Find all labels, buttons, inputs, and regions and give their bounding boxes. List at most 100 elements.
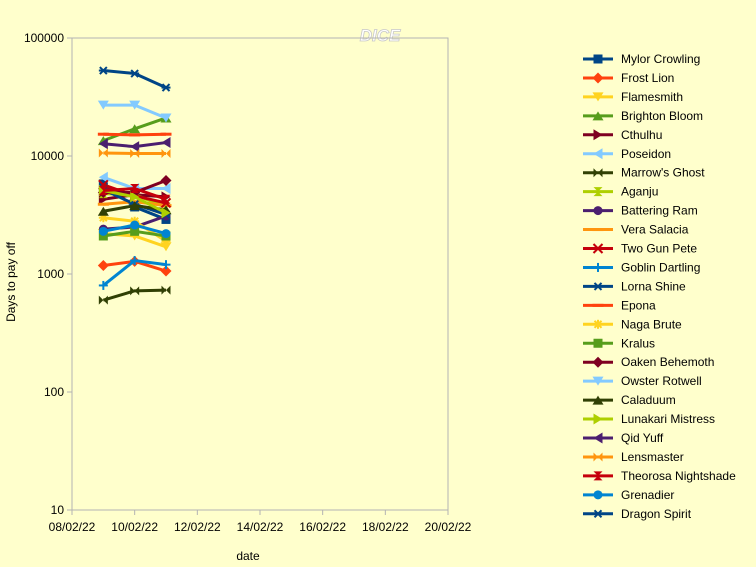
legend-label: Epona: [621, 298, 656, 312]
x-axis: 08/02/22 10/02/22 12/02/22 14/02/22 16/02/22…: [49, 510, 472, 534]
legend-marker: [593, 432, 603, 444]
legend-marker: [593, 471, 603, 481]
data-point: [161, 260, 171, 270]
legend-item: Lensmaster: [583, 450, 684, 464]
legend-label: Brighton Bloom: [621, 109, 703, 123]
y-tick-label: 100: [44, 385, 64, 399]
x-tick-label: 18/02/22: [362, 520, 409, 534]
data-point: [161, 229, 171, 239]
y-tick-label: 1000: [37, 267, 64, 281]
legend-item: Vera Salacia: [583, 223, 689, 237]
legend-marker: [593, 187, 603, 197]
data-point: [130, 191, 140, 203]
data-point: [98, 186, 108, 196]
legend-label: Grenadier: [621, 488, 674, 502]
x-axis-label: date: [236, 549, 260, 563]
y-tick-label: 10000: [31, 149, 65, 163]
legend-item: Mylor Crowling: [583, 52, 700, 66]
legend-marker: [592, 111, 604, 121]
legend-item: Flamesmith: [583, 90, 683, 104]
legend-item: Caladuum: [583, 393, 676, 407]
series-6: [98, 285, 171, 305]
legend-marker: [593, 54, 603, 64]
data-point: [160, 113, 172, 123]
data-point: [98, 66, 108, 75]
data-point: [98, 231, 108, 241]
legend-marker: [593, 129, 603, 141]
data-point: [130, 69, 140, 78]
legend-label: Two Gun Pete: [621, 242, 697, 256]
y-axis-label: Days to pay off: [4, 241, 18, 321]
legend-item: Brighton Bloom: [583, 109, 703, 123]
series-layer: [97, 66, 172, 305]
data-point: [98, 226, 108, 236]
data-point: [161, 285, 171, 295]
legend-item: Kralus: [583, 336, 655, 350]
y-tick-label: 100000: [24, 31, 64, 45]
x-tick-label: 12/02/22: [174, 520, 221, 534]
x-tick-label: 10/02/22: [111, 520, 158, 534]
data-point: [130, 148, 140, 158]
legend-marker: [592, 92, 604, 102]
data-point: [161, 148, 171, 158]
legend-item: Aganju: [583, 185, 658, 199]
data-point: [130, 220, 140, 230]
legend-label: Dragon Spirit: [621, 507, 692, 521]
legend-item: Naga Brute: [583, 317, 682, 331]
series-17: [97, 100, 172, 123]
legend-label: Lorna Shine: [621, 279, 686, 293]
legend: Mylor Crowling Frost Lion Flamesmith Bright…: [583, 52, 736, 521]
legend-marker: [593, 262, 603, 272]
legend-marker: [593, 319, 603, 329]
x-tick-label: 08/02/22: [49, 520, 96, 534]
legend-label: Naga Brute: [621, 317, 682, 331]
legend-item: Grenadier: [583, 488, 674, 502]
data-point: [97, 206, 109, 216]
legend-label: Theorosa Nightshade: [621, 469, 736, 483]
data-point: [129, 201, 141, 211]
legend-label: Poseidon: [621, 147, 671, 161]
legend-marker: [592, 395, 604, 405]
legend-marker: [593, 206, 603, 216]
legend-item: Two Gun Pete: [583, 242, 697, 256]
legend-label: Marrow's Ghost: [621, 166, 705, 180]
series-24: [98, 66, 171, 92]
data-point: [98, 280, 108, 290]
legend-item: Epona: [583, 298, 656, 312]
legend-label: Lensmaster: [621, 450, 684, 464]
legend-label: Mylor Crowling: [621, 52, 700, 66]
data-point: [98, 295, 108, 305]
data-point: [98, 171, 108, 183]
legend-marker: [593, 452, 603, 462]
legend-label: Battering Ram: [621, 204, 698, 218]
data-point: [161, 83, 171, 92]
legend-item: Theorosa Nightshade: [583, 469, 736, 483]
legend-item: Oaken Behemoth: [583, 355, 714, 369]
data-point: [130, 184, 140, 194]
x-tick-label: 20/02/22: [425, 520, 472, 534]
data-point: [98, 148, 108, 158]
series-3: [97, 113, 172, 146]
legend-marker: [593, 148, 603, 160]
legend-item: Battering Ram: [583, 204, 698, 218]
x-tick-label: 16/02/22: [299, 520, 346, 534]
legend-label: Kralus: [621, 336, 655, 350]
legend-label: Oaken Behemoth: [621, 355, 714, 369]
legend-label: Frost Lion: [621, 71, 674, 85]
legend-marker: [593, 413, 603, 425]
legend-item: Lunakari Mistress: [583, 412, 715, 426]
data-point: [160, 265, 172, 277]
y-tick-label: 10: [51, 503, 65, 517]
data-point: [161, 137, 171, 149]
series-13: [97, 132, 172, 137]
legend-marker: [593, 282, 603, 291]
series-20: [98, 137, 171, 153]
plot-area: [71, 37, 449, 511]
legend-marker: [592, 72, 604, 84]
series-21: [98, 148, 171, 158]
plot-frame: [71, 37, 449, 511]
legend-marker: [593, 338, 603, 348]
data-point: [98, 138, 108, 150]
